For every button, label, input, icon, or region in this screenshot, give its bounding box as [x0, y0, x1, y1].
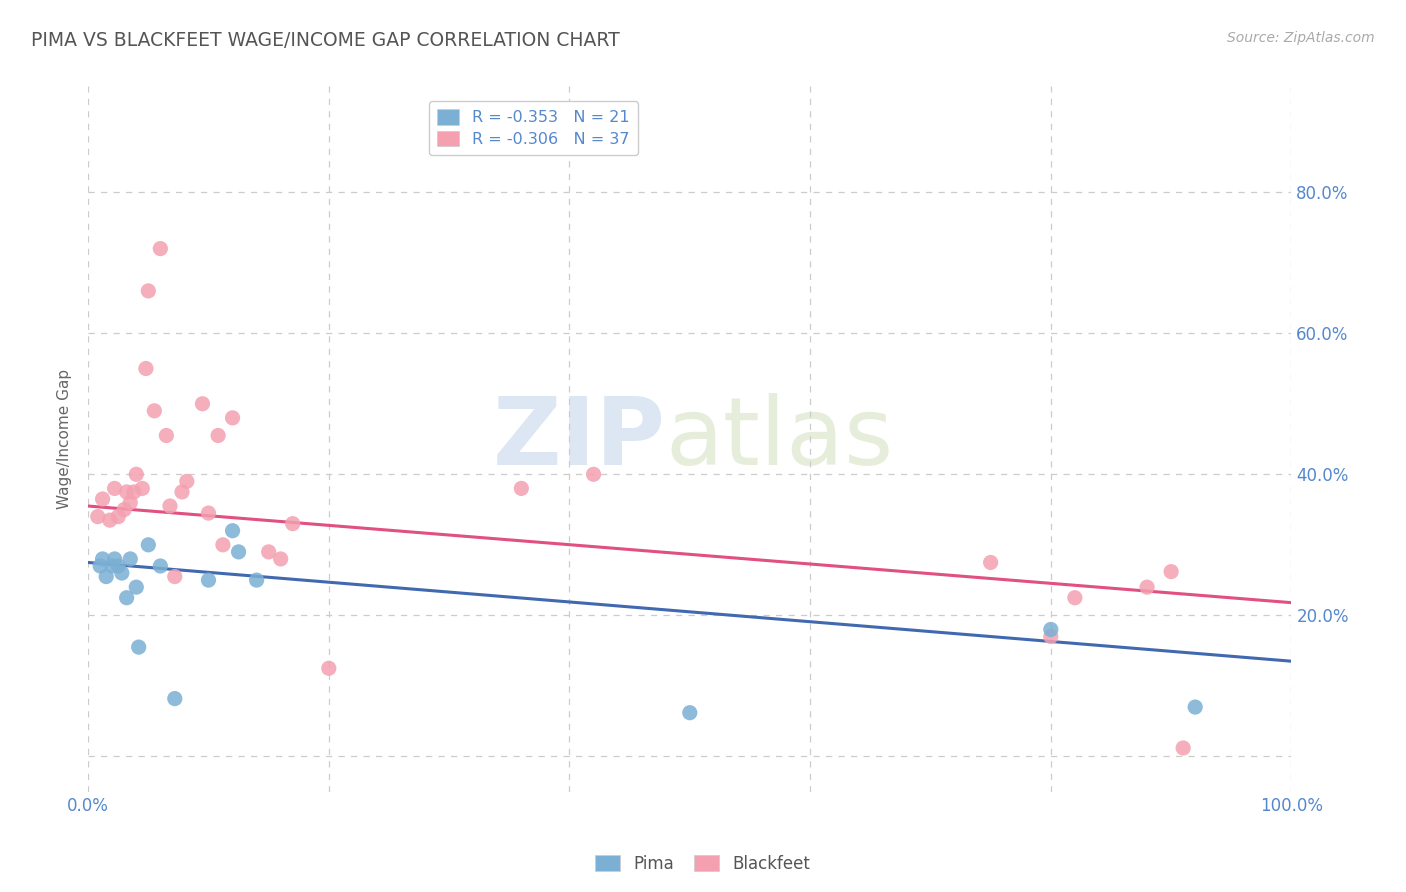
- Legend: R = -0.353   N = 21, R = -0.306   N = 37: R = -0.353 N = 21, R = -0.306 N = 37: [429, 102, 638, 155]
- Text: ZIP: ZIP: [494, 393, 665, 485]
- Point: [212, 538, 235, 552]
- Point: [125, 580, 148, 594]
- Point: [149, 559, 172, 574]
- Point: [104, 482, 127, 496]
- Y-axis label: Wage/Income Gap: Wage/Income Gap: [58, 369, 72, 509]
- Point: [163, 691, 186, 706]
- Point: [1039, 623, 1062, 637]
- Point: [207, 428, 229, 442]
- Point: [679, 706, 702, 720]
- Point: [270, 552, 292, 566]
- Point: [120, 495, 142, 509]
- Point: [149, 242, 172, 256]
- Point: [136, 538, 159, 552]
- Point: [155, 428, 177, 442]
- Point: [1184, 700, 1206, 714]
- Point: [1173, 741, 1195, 756]
- Point: [1136, 580, 1159, 594]
- Point: [163, 569, 186, 583]
- Point: [87, 509, 110, 524]
- Legend: Pima, Blackfeet: Pima, Blackfeet: [589, 848, 817, 880]
- Point: [197, 506, 219, 520]
- Point: [128, 640, 150, 654]
- Point: [197, 573, 219, 587]
- Point: [191, 397, 214, 411]
- Point: [89, 559, 111, 574]
- Point: [221, 524, 243, 538]
- Point: [91, 552, 114, 566]
- Point: [115, 484, 138, 499]
- Point: [107, 509, 129, 524]
- Point: [1160, 565, 1182, 579]
- Point: [131, 482, 153, 496]
- Point: [221, 410, 243, 425]
- Point: [111, 566, 134, 580]
- Point: [176, 475, 198, 489]
- Point: [115, 591, 138, 605]
- Point: [159, 499, 181, 513]
- Point: [120, 552, 142, 566]
- Point: [101, 559, 124, 574]
- Point: [281, 516, 304, 531]
- Point: [135, 361, 157, 376]
- Point: [107, 559, 129, 574]
- Text: PIMA VS BLACKFEET WAGE/INCOME GAP CORRELATION CHART: PIMA VS BLACKFEET WAGE/INCOME GAP CORREL…: [31, 31, 620, 50]
- Point: [582, 467, 605, 482]
- Point: [1039, 630, 1062, 644]
- Point: [143, 404, 166, 418]
- Point: [980, 556, 1002, 570]
- Point: [136, 284, 159, 298]
- Point: [1063, 591, 1085, 605]
- Point: [246, 573, 269, 587]
- Point: [510, 482, 533, 496]
- Point: [98, 513, 121, 527]
- Point: [96, 569, 118, 583]
- Point: [125, 467, 148, 482]
- Point: [122, 484, 145, 499]
- Point: [112, 502, 135, 516]
- Point: [318, 661, 340, 675]
- Point: [91, 491, 114, 506]
- Point: [257, 545, 280, 559]
- Point: [104, 552, 127, 566]
- Point: [170, 484, 193, 499]
- Text: atlas: atlas: [665, 393, 894, 485]
- Text: Source: ZipAtlas.com: Source: ZipAtlas.com: [1227, 31, 1375, 45]
- Point: [228, 545, 250, 559]
